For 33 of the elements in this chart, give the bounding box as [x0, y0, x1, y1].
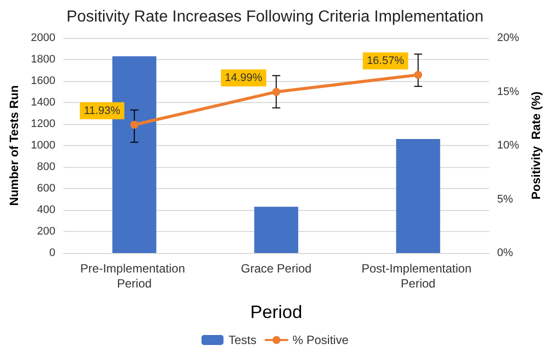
- x-axis-title: Period: [250, 302, 302, 322]
- bar: [254, 206, 298, 253]
- y-tick-label: 1400: [30, 96, 56, 108]
- x-tick-label: Grace Period: [240, 262, 312, 276]
- y2-tick-label: 15%: [497, 86, 520, 98]
- bar: [396, 139, 440, 253]
- data-label: 14.99%: [224, 72, 262, 84]
- chart-title: Positivity Rate Increases Following Criteria Implementation: [66, 8, 484, 26]
- y2-axis-title: Positivity Rate (%): [529, 91, 543, 200]
- y-tick-label: 0: [49, 247, 56, 259]
- y-tick-label: 1800: [30, 54, 56, 66]
- x-tick-label: Pre-Implementation Period: [80, 262, 188, 290]
- legend-label: % Positive: [292, 333, 349, 347]
- y-tick-label: 1600: [30, 75, 56, 87]
- y-tick-label: 2000: [30, 32, 56, 44]
- y-axis-title: Number of Tests Run: [7, 85, 21, 206]
- y2-tick-label: 10%: [497, 140, 520, 152]
- y2-tick-label: 5%: [497, 193, 514, 206]
- point: [414, 70, 422, 79]
- legend-label: Tests: [228, 333, 256, 347]
- data-label: 16.57%: [366, 54, 404, 67]
- y2-tick-label: 0%: [497, 247, 514, 259]
- y2-tick-label: 20%: [497, 32, 520, 44]
- point: [272, 88, 280, 96]
- y-tick-label: 1000: [30, 140, 56, 152]
- x-tick-label: Post-Implementation Period: [361, 262, 475, 290]
- y-tick-label: 600: [37, 182, 56, 194]
- data-label: 11.93%: [84, 104, 121, 117]
- y-tick-label: 400: [37, 204, 56, 216]
- y-tick-label: 200: [37, 226, 56, 238]
- y-tick-label: 1200: [30, 118, 56, 130]
- point: [130, 120, 138, 129]
- y-tick-label: 800: [37, 161, 56, 173]
